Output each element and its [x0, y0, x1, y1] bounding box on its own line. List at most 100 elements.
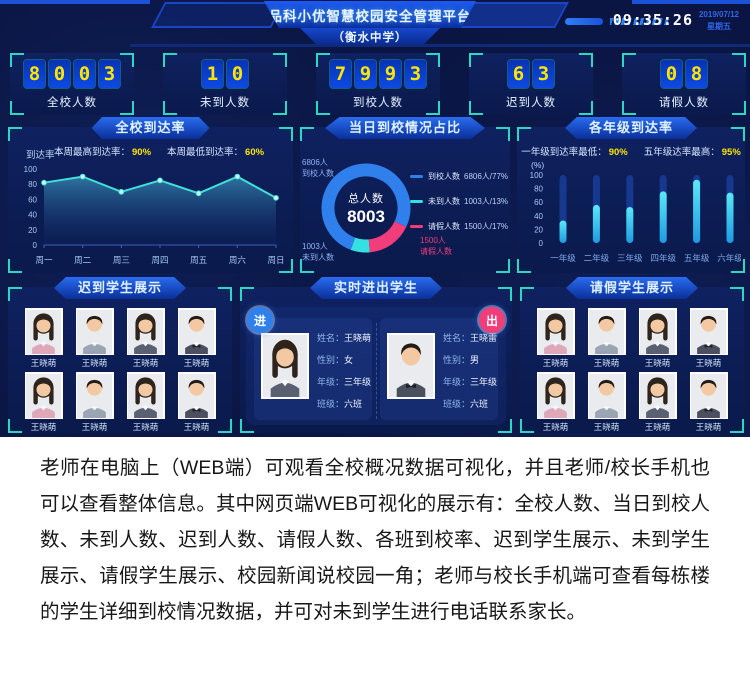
- digit-tile: 7: [330, 60, 351, 88]
- student-card[interactable]: 王晓萌: [174, 308, 220, 369]
- student-photo[interactable]: [536, 372, 575, 419]
- student-photo[interactable]: [75, 372, 114, 419]
- student-photo[interactable]: [24, 372, 63, 419]
- donut-callout: 6806人 到校人数: [302, 158, 334, 179]
- digit-tile: 8: [686, 60, 707, 88]
- digit-tile: 3: [533, 60, 554, 88]
- svg-text:六年级: 六年级: [717, 253, 741, 263]
- student-photo[interactable]: [536, 308, 575, 355]
- student-card[interactable]: 王晓萌: [635, 372, 681, 433]
- panel-title-badge: 各年级到达率: [564, 117, 698, 139]
- field-row: 姓名：王晓萌: [317, 333, 372, 343]
- student-card[interactable]: 王晓萌: [584, 372, 630, 433]
- description-text: 老师在电脑上（WEB端）可观看全校概况数据可视化，并且老师/校长手机也可以查看整…: [40, 457, 710, 623]
- panel-leave-students: 请假学生展示 王晓萌 王晓萌: [520, 277, 744, 433]
- panel-title: 请假学生展示: [589, 280, 675, 295]
- digit-tile: 1: [202, 60, 223, 88]
- panel-realtime-inout: 实时进出学生 进 姓名：王晓萌 性别：女 年级：三年级 班级：六班 出: [240, 277, 512, 433]
- svg-text:周二: 周二: [74, 255, 92, 265]
- student-photo[interactable]: [126, 372, 165, 419]
- student-card[interactable]: 王晓萌: [72, 372, 118, 433]
- student-name: 王晓萌: [81, 358, 108, 368]
- student-photo[interactable]: [24, 308, 63, 355]
- student-fields: 姓名：王晓萌 性别：女 年级：三年级 班级：六班: [317, 331, 372, 419]
- svg-text:周五: 周五: [190, 255, 208, 265]
- student-photo[interactable]: [177, 308, 216, 355]
- student-card[interactable]: 王晓萌: [584, 308, 630, 369]
- bar-ylabel: (%): [531, 160, 545, 170]
- digit-tile: 0: [661, 60, 682, 88]
- bar-annotations: 一年级到达率最低： 90% 五年级达率最高： 95%: [517, 144, 745, 158]
- student-photo[interactable]: [387, 333, 435, 399]
- line-chart[interactable]: 100 80 60 40 20 0 周一 周二 周三 周四 周五 周六 周日: [18, 163, 286, 274]
- student-name: 王晓萌: [183, 422, 210, 432]
- digit-tile: 9: [355, 60, 376, 88]
- donut-chart[interactable]: [316, 158, 416, 258]
- donut-callout: 1500人 请假人数: [420, 236, 452, 257]
- dashboard: 品科小优智慧校园安全管理平台 （衡水中学） 09:35:26 2019/07/1…: [0, 0, 750, 437]
- student-card[interactable]: 王晓萌: [533, 372, 579, 433]
- student-photo[interactable]: [587, 372, 626, 419]
- student-card[interactable]: 王晓萌: [72, 308, 118, 369]
- student-name: 王晓萌: [593, 422, 620, 432]
- student-card[interactable]: 王晓萌: [21, 308, 67, 369]
- annotation: 本周最低到达率： 60%: [167, 147, 265, 158]
- student-photo[interactable]: [75, 308, 114, 355]
- student-card[interactable]: 王晓萌: [533, 308, 579, 369]
- student-name: 王晓萌: [183, 358, 210, 368]
- header-decoration: [130, 44, 750, 47]
- student-photo[interactable]: [689, 308, 728, 355]
- date-value: 2019/07/12: [698, 10, 740, 19]
- panel-title: 各年级到达率: [588, 120, 674, 135]
- student-name: 王晓萌: [644, 358, 671, 368]
- annotation: 五年级达率最高： 95%: [643, 147, 741, 158]
- annotation: 本周最高到达率： 90%: [54, 147, 152, 158]
- student-card[interactable]: 王晓萌: [686, 372, 732, 433]
- student-card[interactable]: 王晓萌: [21, 372, 67, 433]
- bar-chart[interactable]: 0 20 40 60 80 100 一年级 二年级 三年级 四年级 五年级 六年级: [523, 171, 744, 280]
- student-card[interactable]: 王晓萌: [123, 308, 169, 369]
- student-name: 王晓萌: [30, 422, 57, 432]
- student-card[interactable]: 王晓萌: [174, 372, 220, 433]
- svg-text:五年级: 五年级: [684, 253, 710, 263]
- panel-title: 全校到达率: [115, 120, 186, 135]
- student-card[interactable]: 王晓萌: [123, 372, 169, 433]
- panel-today-ratio: 当日到校情况占比 总人数 8003 6806人 到校人数 1003人 未到人数 15…: [300, 117, 510, 273]
- student-photo[interactable]: [689, 372, 728, 419]
- field-row: 姓名：王晓雷: [443, 333, 498, 343]
- student-photo[interactable]: [638, 372, 677, 419]
- stat-label: 全校人数: [47, 97, 97, 109]
- svg-text:四年级: 四年级: [650, 253, 676, 263]
- student-card[interactable]: 王晓萌: [686, 308, 732, 369]
- svg-text:三年级: 三年级: [617, 253, 643, 263]
- student-card[interactable]: 王晓萌: [635, 308, 681, 369]
- digit-tile: 3: [405, 60, 426, 88]
- field-row: 性别：女: [317, 355, 354, 365]
- legend-marker: [410, 175, 423, 178]
- student-photo[interactable]: [261, 333, 309, 399]
- digit-tile: 9: [380, 60, 401, 88]
- stat-label: 请假人数: [659, 97, 709, 109]
- donut-legend: 到校人数 6806人/77% 未到人数 1003人/13% 请假人数 1500人/17…: [410, 171, 508, 246]
- svg-text:周一: 周一: [35, 255, 53, 265]
- svg-text:周六: 周六: [229, 255, 247, 265]
- student-photo[interactable]: [126, 308, 165, 355]
- panel-title-badge: 当日到校情况占比: [324, 117, 486, 139]
- student-photo[interactable]: [587, 308, 626, 355]
- student-photo[interactable]: [638, 308, 677, 355]
- legend-marker: [410, 225, 423, 228]
- header-bar-decoration: [565, 18, 603, 25]
- svg-text:100: 100: [24, 165, 38, 174]
- digit-tile: 0: [49, 60, 70, 88]
- svg-text:40: 40: [28, 211, 37, 220]
- realtime-card[interactable]: 出 姓名：王晓雷 性别：男 年级：三年级 班级：六班: [380, 307, 505, 420]
- student-photo[interactable]: [177, 372, 216, 419]
- legend-marker: [410, 200, 423, 203]
- realtime-card[interactable]: 进 姓名：王晓萌 性别：女 年级：三年级 班级：六班: [247, 307, 372, 420]
- student-name: 王晓萌: [542, 422, 569, 432]
